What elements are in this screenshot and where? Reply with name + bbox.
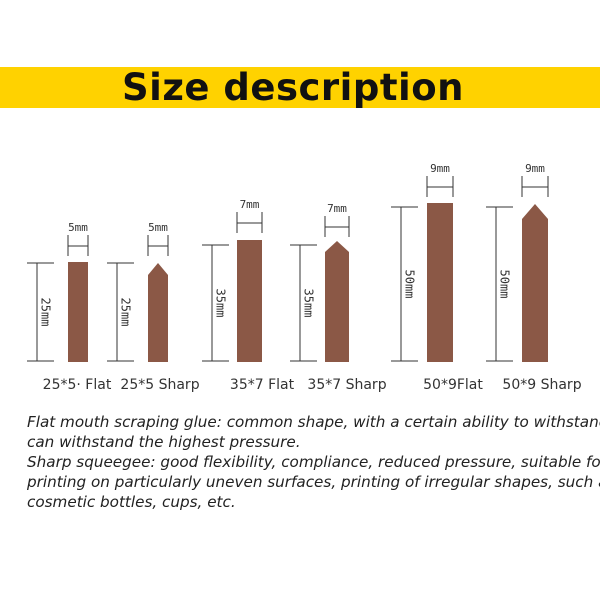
description: Flat mouth scraping glue: common shape, …: [27, 412, 600, 512]
height-label: 50mm: [498, 270, 512, 299]
flat-blade-shape: [427, 203, 453, 362]
height-label: 35mm: [214, 289, 228, 318]
height-label: 35mm: [302, 289, 316, 318]
size-caption: 35*7 Sharp: [307, 377, 386, 393]
description-line: can withstand the highest pressure.: [27, 433, 301, 451]
sharp-blade-shape: [522, 204, 548, 362]
description-line: printing on particularly uneven surfaces…: [27, 473, 600, 491]
description-line: cosmetic bottles, cups, etc.: [27, 493, 236, 511]
size-caption: 50*9Flat: [423, 377, 483, 393]
size-caption: 25*5 Sharp: [120, 377, 199, 393]
width-label: 5mm: [68, 221, 88, 234]
size-caption: 50*9 Sharp: [502, 377, 581, 393]
description-line: Sharp squeegee: good flexibility, compli…: [27, 453, 600, 471]
flat-blade-shape: [68, 262, 88, 362]
page-title: Size description: [122, 66, 464, 109]
description-line: Flat mouth scraping glue: common shape, …: [27, 413, 600, 431]
height-label: 25mm: [39, 298, 53, 327]
height-label: 25mm: [119, 298, 133, 327]
flat-blade-shape: [237, 240, 262, 362]
title-banner: [0, 67, 600, 108]
sharp-blade-shape: [325, 241, 349, 362]
width-label: 9mm: [525, 162, 545, 175]
size-caption: 25*5· Flat: [43, 377, 112, 393]
sharp-blade-shape: [148, 263, 168, 362]
width-label: 7mm: [327, 202, 347, 215]
size-caption: 35*7 Flat: [230, 377, 295, 393]
width-label: 5mm: [148, 221, 168, 234]
height-label: 50mm: [403, 270, 417, 299]
width-label: 9mm: [430, 162, 450, 175]
width-label: 7mm: [240, 198, 260, 211]
